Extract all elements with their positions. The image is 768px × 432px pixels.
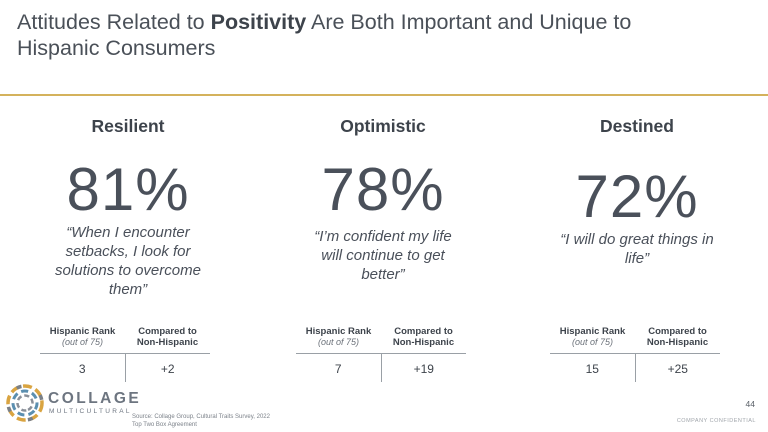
title-emphasis: Positivity [210, 10, 307, 34]
stats-table-destined: Hispanic Rank (out of 75) Compared to No… [550, 326, 720, 382]
source-line: Source: Collage Group, Cultural Traits S… [132, 414, 270, 420]
table-rule [40, 353, 210, 354]
gold-divider [0, 94, 768, 96]
attitude-quote: “I’m confident my life will continue to … [314, 228, 452, 283]
attitude-percent: 81% [66, 156, 190, 223]
compared-header: Compared to Non-Hispanic [136, 326, 199, 348]
rank-header: Hispanic Rank (out of 75) [305, 326, 372, 347]
rank-header: Hispanic Rank (out of 75) [49, 326, 116, 347]
attitude-percent: 72% [575, 163, 699, 230]
rank-value: 3 [40, 354, 126, 382]
compared-value: +2 [160, 362, 175, 376]
confidential-label: COMPANY CONFIDENTIAL [676, 418, 756, 424]
attitude-quote: “I will do great things in life” [560, 231, 714, 267]
attitude-column-resilient: Resilient 81% “When I encounter setbacks… [18, 116, 238, 299]
rank-value: 7 [296, 354, 382, 382]
table-rule [296, 353, 466, 354]
stats-table-resilient: Hispanic Rank (out of 75) Compared to No… [40, 326, 210, 382]
attitude-column-destined: Destined 72% “I will do great things in … [527, 116, 747, 268]
logo-subtitle: MULTICULTURAL [49, 408, 132, 415]
rank-header: Hispanic Rank (out of 75) [559, 326, 626, 347]
compared-value: +19 [413, 362, 434, 376]
logo-wordmark: COLLAGE [48, 390, 142, 407]
attitude-column-optimistic: Optimistic 78% “I’m confident my life wi… [273, 116, 493, 284]
stats-table-optimistic: Hispanic Rank (out of 75) Compared to No… [296, 326, 466, 382]
rank-value: 15 [550, 354, 636, 382]
attitude-quote: “When I encounter setbacks, I look for s… [55, 224, 201, 298]
compared-header: Compared to Non-Hispanic [392, 326, 455, 348]
title-part-1: Attitudes Related to [17, 10, 211, 34]
attitude-percent: 78% [321, 156, 445, 223]
compared-header: Compared to Non-Hispanic [646, 326, 709, 348]
slide-title: Attitudes Related to Positivity Are Both… [17, 9, 717, 61]
page-number: 44 [745, 399, 755, 409]
source-note: Source: Collage Group, Cultural Traits S… [132, 413, 270, 429]
title-part-2: Are Both Important and Unique to Hispani… [17, 10, 632, 60]
compared-value: +25 [667, 362, 688, 376]
attitude-heading: Optimistic [340, 116, 426, 136]
attitude-heading: Resilient [91, 116, 165, 136]
collage-ring-logo-icon [6, 384, 44, 422]
table-rule [550, 353, 720, 354]
attitude-heading: Destined [600, 116, 674, 136]
source-line: Top Two Box Agreement [132, 422, 197, 428]
